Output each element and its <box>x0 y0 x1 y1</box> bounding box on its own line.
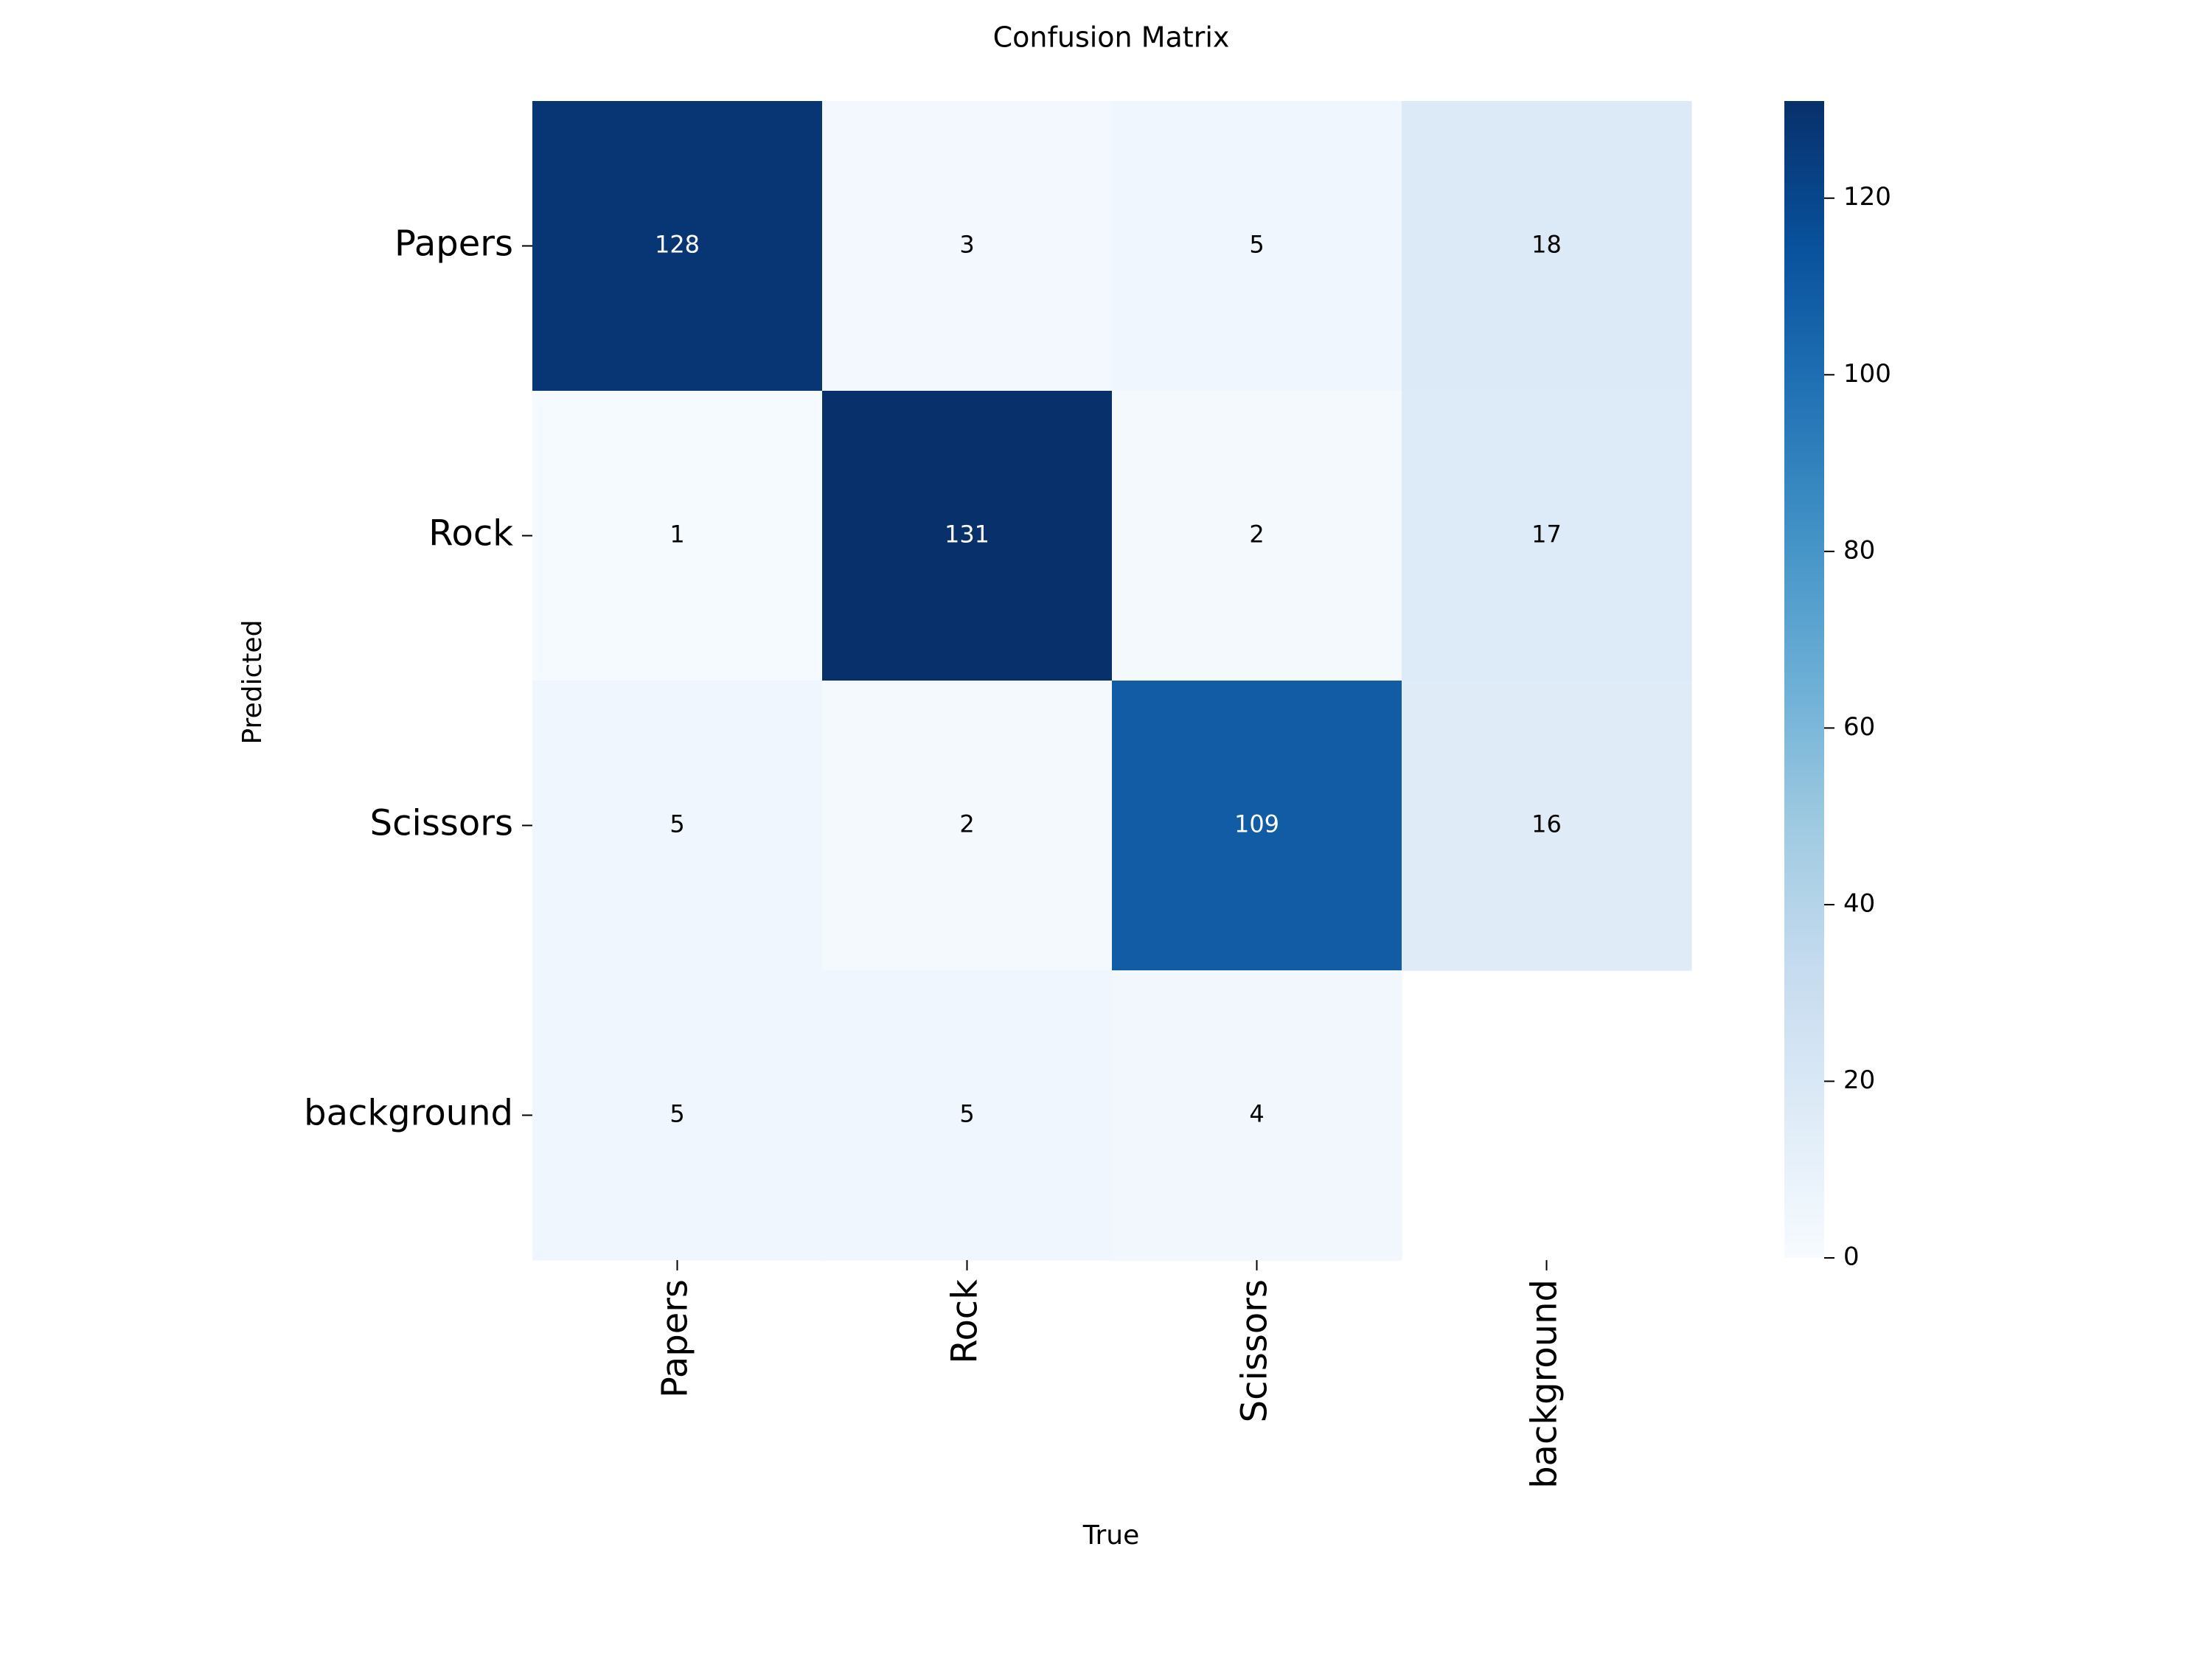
colorbar-tick-label: 40 <box>1843 888 1875 918</box>
cell-value-label: 1 <box>669 521 684 549</box>
heatmap-cell <box>1112 970 1402 1261</box>
cell-value-label: 16 <box>1531 810 1562 838</box>
cell-value-label: 3 <box>959 231 974 259</box>
y-tick-label: Rock <box>428 513 513 554</box>
x-tick-label: background <box>1524 1279 1565 1489</box>
colorbar-tick-label: 0 <box>1843 1242 1860 1272</box>
heatmap-cell <box>822 101 1113 392</box>
chart-title: Confusion Matrix <box>993 21 1230 54</box>
heatmap-cell <box>1112 681 1402 971</box>
heatmap-cell <box>1402 681 1692 971</box>
heatmap-cell <box>1402 391 1692 681</box>
heatmap-cell <box>1112 391 1402 681</box>
colorbar-tick-label: 120 <box>1843 182 1891 212</box>
x-tick-label: Papers <box>655 1279 696 1398</box>
x-tick-label: Scissors <box>1234 1279 1276 1422</box>
colorbar-tick-label: 100 <box>1843 359 1891 389</box>
cell-value-label: 5 <box>669 810 684 838</box>
heatmap-cell <box>1402 101 1692 392</box>
heatmap-cell <box>532 101 823 392</box>
cell-value-label: 5 <box>669 1100 684 1128</box>
colorbar-gradient-bar <box>1784 101 1824 1258</box>
x-axis: Papers Rock Scissors background <box>655 1260 1565 1489</box>
heatmap-cell <box>822 681 1113 971</box>
y-tick-label: Scissors <box>370 803 513 844</box>
cell-value-label: 4 <box>1249 1100 1264 1128</box>
cell-value-label: 5 <box>1249 231 1264 259</box>
y-tick-label: Papers <box>394 223 513 265</box>
heatmap-cell <box>822 391 1113 681</box>
y-axis: Papers Rock Scissors background <box>304 223 532 1134</box>
cell-value-label: 17 <box>1531 521 1562 549</box>
y-axis-label: Predicted <box>237 620 268 745</box>
cell-value-label: 128 <box>655 231 700 259</box>
colorbar-tick-label: 20 <box>1843 1065 1875 1095</box>
cell-value-label: 109 <box>1234 810 1279 838</box>
colorbar: 0 20 40 60 80 100 120 <box>1784 101 1891 1272</box>
cell-value-label: 5 <box>959 1100 974 1128</box>
colorbar-tick-label: 80 <box>1843 535 1875 565</box>
colorbar-tick-label: 60 <box>1843 712 1875 742</box>
heatmap-cell <box>822 970 1113 1261</box>
heatmap-cell-labels: 128 3 5 181 131 2 175 2 109 165 5 4 <box>655 231 1562 1128</box>
heatmap-cells <box>532 101 1692 1261</box>
heatmap-cell <box>532 970 823 1261</box>
heatmap-cell <box>1112 101 1402 392</box>
x-tick-label: Rock <box>945 1279 986 1364</box>
cell-value-label: 131 <box>945 521 990 549</box>
heatmap-cell <box>532 391 823 681</box>
y-tick-label: background <box>304 1093 513 1134</box>
cell-value-label: 2 <box>1249 521 1264 549</box>
cell-value-label: 18 <box>1531 231 1562 259</box>
x-axis-label: True <box>1082 1520 1139 1551</box>
cell-value-label: 2 <box>959 810 974 838</box>
heatmap-cell <box>532 681 823 971</box>
